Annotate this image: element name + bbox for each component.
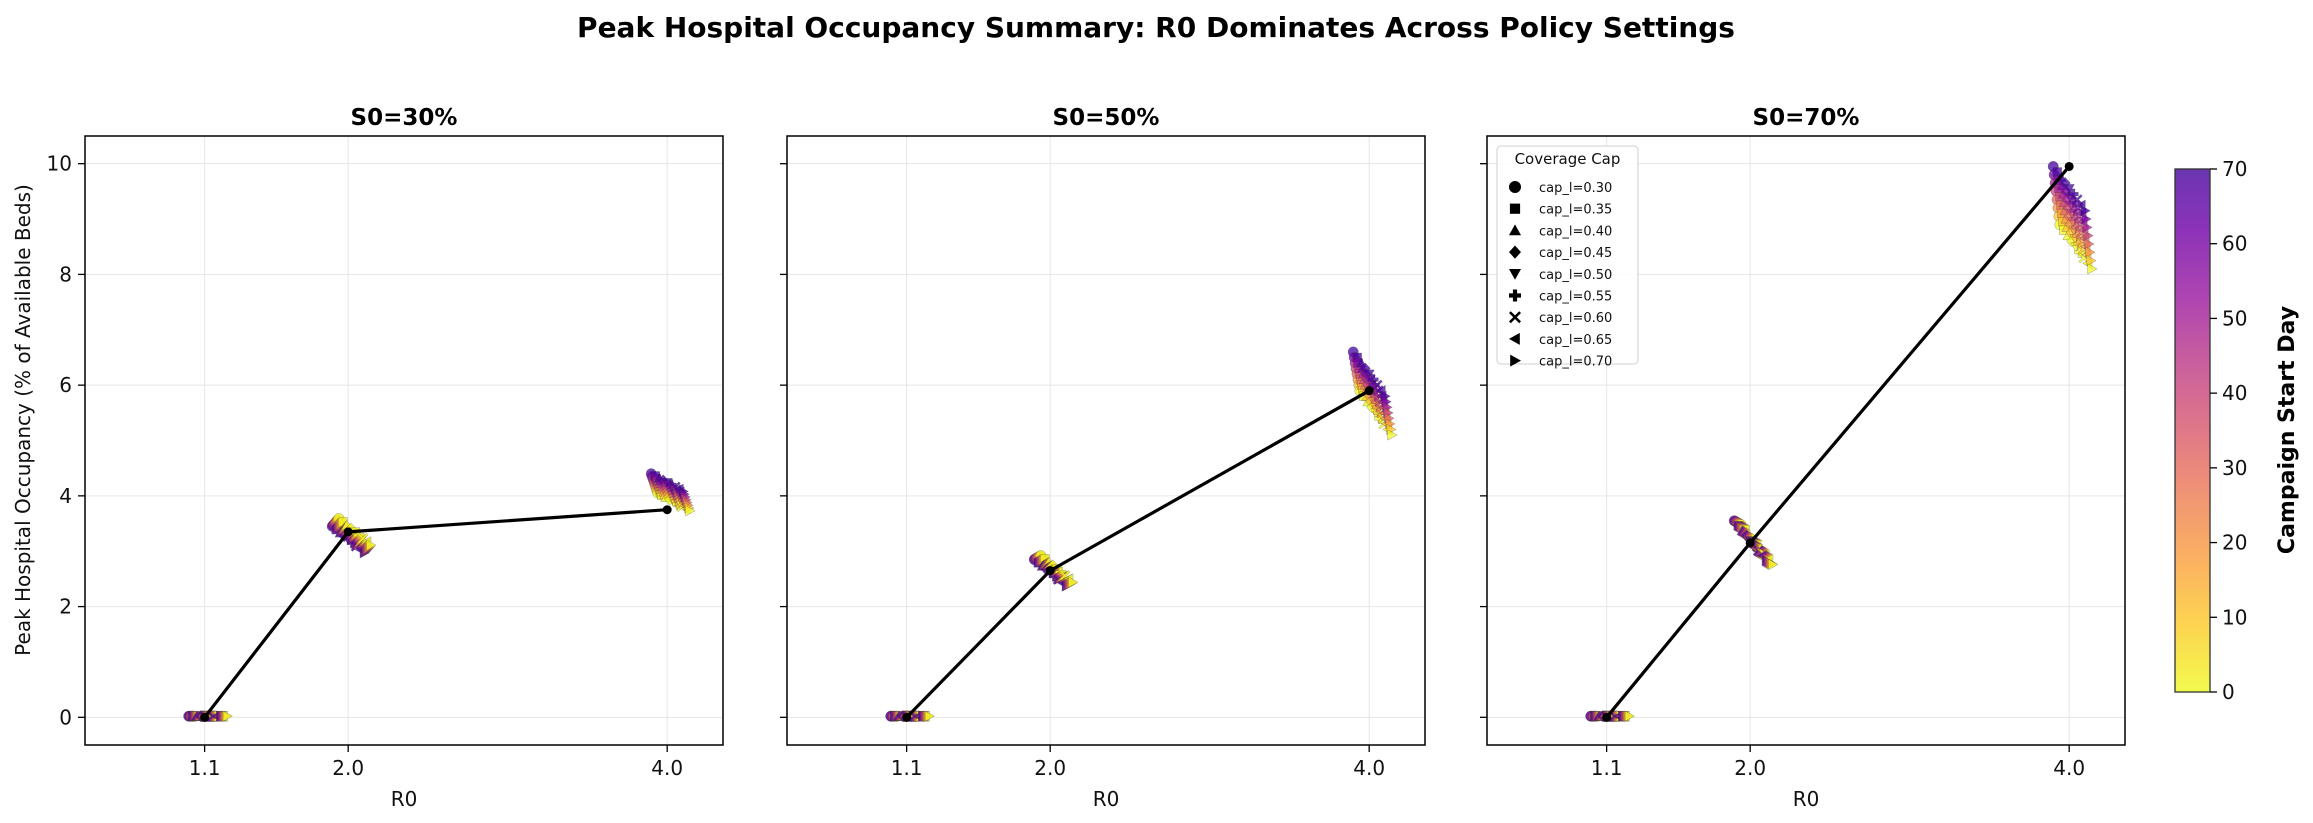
- legend-entry: cap_l=0.40: [1539, 224, 1612, 239]
- mean-point: [1745, 538, 1755, 548]
- legend-entry: cap_l=0.65: [1539, 333, 1612, 348]
- colorbar-tick-label: 60: [2222, 232, 2247, 256]
- mean-point: [2064, 161, 2074, 171]
- data-point: [2080, 205, 2091, 217]
- legend-entry: cap_l=0.70: [1539, 355, 1612, 370]
- panel-title: S0=30%: [351, 105, 458, 131]
- colorbar-tick-label: 0: [2222, 680, 2235, 704]
- mean-point: [902, 712, 912, 722]
- panel-3: 1.1 2.0 4.0 R0 S0=70% Coverage Cap cap_l=0.30c…: [1480, 105, 2126, 811]
- x-axis-label: R0: [391, 787, 418, 811]
- legend-entry: cap_l=0.35: [1539, 203, 1612, 218]
- legend-entry: cap_l=0.45: [1539, 246, 1612, 261]
- colorbar: 0 10 20 30 40 50 60 70 Campaign Start Day: [2174, 157, 2300, 704]
- legend-entry: cap_l=0.60: [1539, 311, 1612, 326]
- y-axis-label: Peak Hospital Occupancy (% of Available …: [11, 184, 35, 656]
- mean-line: [905, 389, 1370, 719]
- panel-title: S0=70%: [1753, 105, 1860, 131]
- mean-line: [203, 508, 668, 719]
- panel-title: S0=50%: [1053, 105, 1160, 131]
- legend-marker: [1509, 269, 1521, 280]
- data-point: [366, 539, 377, 551]
- data-point: [2083, 230, 2094, 242]
- x-axis-label: R0: [1093, 787, 1120, 811]
- colorbar-tick-label: 20: [2222, 531, 2247, 555]
- legend-marker: [1509, 203, 1521, 214]
- colorbar-tick-label: 40: [2222, 381, 2247, 405]
- data-point: [2082, 221, 2093, 233]
- mean-point: [200, 712, 210, 722]
- x-tick-label: 4.0: [2053, 756, 2085, 780]
- scatter-points: [1585, 161, 2098, 723]
- mean-line: [1605, 165, 2071, 719]
- chart-title: Peak Hospital Occupancy Summary: R0 Domi…: [577, 11, 1735, 44]
- x-tick-label: 2.0: [332, 756, 364, 780]
- colorbar-tick-label: 30: [2222, 456, 2247, 480]
- legend-entry: cap_l=0.55: [1539, 290, 1612, 305]
- data-point: [685, 505, 696, 517]
- mean-point: [1364, 386, 1374, 396]
- colorbar-tick-label: 10: [2222, 605, 2247, 629]
- scatter-points: [885, 346, 1398, 723]
- x-tick-label: 4.0: [1353, 756, 1385, 780]
- legend-box: [1496, 145, 1639, 365]
- legend-marker: [1510, 354, 1521, 367]
- data-point: [2081, 213, 2092, 225]
- data-point: [2087, 263, 2098, 275]
- x-tick-label: 1.1: [189, 756, 221, 780]
- x-tick-label: 1.1: [1591, 756, 1623, 780]
- panel-1: 0 2 4 6 8 10 1.1 2.0 4.0 R0 S0=30%: [47, 105, 724, 811]
- colorbar-tick-label: 50: [2222, 306, 2247, 330]
- panel-2: 1.1 2.0 4.0 R0 S0=50%: [780, 105, 1426, 811]
- x-axis-label: R0: [1793, 787, 1820, 811]
- scatter-points: [183, 468, 696, 723]
- colorbar-label: Campaign Start Day: [2275, 306, 2300, 554]
- legend-marker: [1509, 332, 1520, 345]
- data-point: [1068, 576, 1079, 588]
- mean-point: [662, 505, 672, 515]
- y-tick-label: 10: [47, 152, 72, 176]
- y-tick-label: 2: [59, 595, 72, 619]
- axes-frame: [786, 135, 1426, 746]
- legend-marker: [1509, 181, 1521, 193]
- legend-marker: [1509, 245, 1521, 259]
- legend-entry: cap_l=0.50: [1539, 268, 1612, 283]
- y-tick-label: 4: [59, 484, 72, 508]
- colorbar-ticks: 0 10 20 30 40 50 60 70: [2210, 157, 2247, 704]
- data-point: [1768, 558, 1779, 571]
- data-point: [2084, 238, 2095, 250]
- y-tick-label: 6: [59, 373, 72, 397]
- legend: Coverage Cap cap_l=0.30 cap_l=0.35 cap_l=0.…: [1496, 145, 1639, 370]
- mean-point: [343, 527, 353, 537]
- x-tick-label: 1.1: [891, 756, 923, 780]
- colorbar-gradient: [2174, 168, 2211, 693]
- data-point: [1624, 710, 1635, 722]
- legend-marker: [1509, 311, 1521, 324]
- data-point: [1387, 429, 1398, 441]
- mean-point: [1602, 712, 1612, 722]
- legend-marker: [1509, 224, 1521, 236]
- y-tick-label: 8: [59, 262, 72, 286]
- mean-point: [1045, 566, 1055, 576]
- x-tick-label: 2.0: [1734, 756, 1766, 780]
- axes-frame: [84, 135, 724, 746]
- colorbar-tick-label: 70: [2222, 157, 2247, 181]
- legend-marker: [1509, 289, 1521, 302]
- panels: 0 2 4 6 8 10 1.1 2.0 4.0 R0 S0=30% 1.1 2.0 4.0 R0 S0=50…: [47, 105, 2126, 811]
- legend-entry: cap_l=0.30: [1539, 181, 1612, 196]
- axes-frame: [1486, 135, 2126, 746]
- y-tick-label: 0: [59, 705, 72, 729]
- data-point: [924, 710, 935, 722]
- data-point: [222, 710, 233, 722]
- data-point: [2085, 246, 2096, 258]
- legend-title: Coverage Cap: [1515, 150, 1621, 168]
- x-tick-label: 4.0: [651, 756, 683, 780]
- x-tick-label: 2.0: [1034, 756, 1066, 780]
- data-point: [2086, 255, 2097, 267]
